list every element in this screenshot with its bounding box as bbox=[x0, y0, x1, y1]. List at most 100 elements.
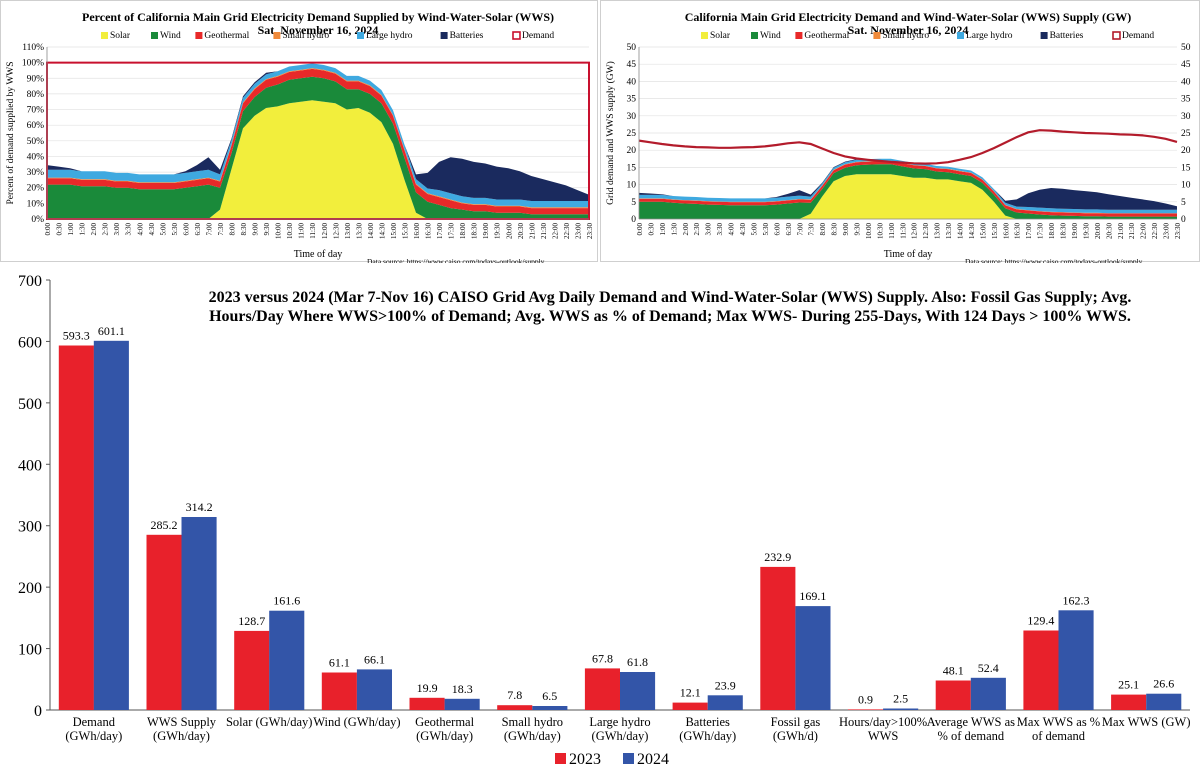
legend-label: Geothermal bbox=[804, 31, 849, 41]
bar-data-label: 12.1 bbox=[680, 686, 701, 700]
bar-data-label: 2.5 bbox=[893, 692, 908, 706]
bar-2024-0 bbox=[93, 340, 129, 710]
x-tick-label: 23:00 bbox=[575, 223, 583, 239]
y-tick-label: 15 bbox=[627, 163, 637, 173]
demand-supply-gw-chart-panel: California Main Grid Electricity Demand … bbox=[600, 0, 1200, 263]
bar-y-tick-label: 500 bbox=[18, 396, 42, 413]
y-tick-label: 5 bbox=[631, 198, 636, 208]
y-tick-label: 20 bbox=[627, 146, 637, 156]
x-tick-label: 14:00 bbox=[367, 223, 375, 239]
bar-data-label: 26.6 bbox=[1153, 677, 1174, 691]
bar-category-label: (GWh/day) bbox=[504, 729, 561, 743]
x-tick-label: 23:30 bbox=[586, 223, 594, 239]
y-tick-label: 60% bbox=[27, 121, 45, 131]
bar-2024-4 bbox=[444, 698, 480, 710]
legend-label: Large hydro bbox=[966, 31, 1013, 41]
area-wind bbox=[639, 164, 1177, 219]
x-tick-label: 12:30 bbox=[922, 223, 930, 239]
x-tick-label: 0:30 bbox=[647, 223, 655, 236]
legend-label: Small hydro bbox=[282, 31, 329, 41]
y-tick-label: 50 bbox=[627, 43, 637, 53]
x-tick-label: 19:00 bbox=[1071, 223, 1079, 239]
x-tick-label: 7:00 bbox=[796, 223, 804, 236]
bar-data-label: 593.3 bbox=[63, 329, 90, 343]
bar-data-label: 25.1 bbox=[1118, 678, 1139, 692]
x-tick-label: 13:00 bbox=[934, 223, 942, 239]
x-tick-label: 20:30 bbox=[1105, 223, 1113, 239]
x-tick-label: 3:00 bbox=[705, 223, 713, 236]
legend-swatch-large-hydro bbox=[357, 32, 364, 39]
legend-swatch-geothermal bbox=[195, 32, 203, 39]
y-tick-label-right: 30 bbox=[1181, 112, 1191, 122]
y-tick-label: 50% bbox=[27, 137, 45, 147]
x-tick-label: 18:00 bbox=[1048, 223, 1056, 239]
bar-data-label: 61.8 bbox=[627, 655, 648, 669]
legend-label: Demand bbox=[1122, 31, 1154, 41]
legend-label: Batteries bbox=[1050, 31, 1084, 41]
x-tick-label: 13:00 bbox=[344, 223, 352, 239]
x-tick-label: 5:00 bbox=[159, 223, 167, 236]
x-tick-label: 3:00 bbox=[113, 223, 121, 236]
x-tick-label: 23:00 bbox=[1163, 223, 1171, 239]
x-tick-label: 20:00 bbox=[1094, 223, 1102, 239]
bar-2024-7 bbox=[707, 695, 743, 710]
bar-data-label: 161.6 bbox=[273, 594, 300, 608]
x-tick-label: 2:00 bbox=[682, 223, 690, 236]
bar-2024-8 bbox=[795, 606, 831, 710]
bar-legend-label: 2024 bbox=[637, 751, 669, 768]
x-tick-label: 6:30 bbox=[785, 223, 793, 236]
x-tick-label: 22:30 bbox=[563, 223, 571, 239]
bar-y-tick-label: 700 bbox=[18, 273, 42, 290]
legend-label: Solar bbox=[110, 31, 131, 41]
bar-category-label: Large hydro bbox=[589, 715, 650, 729]
bar-legend-label: 2023 bbox=[569, 751, 601, 768]
bar-2023-7 bbox=[672, 702, 708, 710]
bar-data-label: 314.2 bbox=[186, 500, 213, 514]
bar-data-label: 52.4 bbox=[978, 661, 999, 675]
legend-label: Small hydro bbox=[882, 31, 929, 41]
x-tick-label: 4:00 bbox=[136, 223, 144, 236]
x-tick-label: 15:30 bbox=[402, 223, 410, 239]
x-tick-label: 17:30 bbox=[448, 223, 456, 239]
bar-category-label: (GWh/day) bbox=[592, 729, 649, 743]
legend-swatch-wind bbox=[151, 32, 158, 39]
legend-swatch-demand bbox=[512, 31, 521, 40]
bar-data-label: 169.1 bbox=[799, 589, 826, 603]
legend-label: Wind bbox=[760, 31, 781, 41]
data-source-note: Data source: https://www.caiso.com/today… bbox=[965, 257, 1143, 263]
bar-category-label: Batteries bbox=[685, 715, 730, 729]
bar-category-label: (GWh/day) bbox=[679, 729, 736, 743]
x-tick-label: 21:00 bbox=[1117, 223, 1125, 239]
bar-2024-10 bbox=[970, 677, 1006, 710]
x-tick-label: 16:30 bbox=[425, 223, 433, 239]
bar-category-label: % of demand bbox=[937, 729, 1004, 743]
area-batteries bbox=[47, 63, 589, 202]
area-solar bbox=[639, 174, 1177, 219]
x-tick-label: 0:00 bbox=[636, 223, 644, 236]
x-tick-label: 21:00 bbox=[528, 223, 536, 239]
x-tick-label: 4:00 bbox=[728, 223, 736, 236]
chart-title: California Main Grid Electricity Demand … bbox=[685, 10, 1132, 24]
y-tick-label-right: 50 bbox=[1181, 43, 1191, 53]
x-tick-label: 2:30 bbox=[102, 223, 110, 236]
x-tick-label: 19:30 bbox=[494, 223, 502, 239]
area-geothermal bbox=[639, 161, 1177, 217]
x-tick-label: 11:00 bbox=[298, 223, 306, 239]
y-tick-label: 80% bbox=[27, 90, 45, 100]
x-tick-label: 18:30 bbox=[1060, 223, 1068, 239]
bar-2024-12 bbox=[1146, 693, 1182, 710]
y-tick-label-right: 35 bbox=[1181, 95, 1191, 105]
bar-category-label: of demand bbox=[1032, 729, 1086, 743]
bar-category-label: (GWh/day) bbox=[153, 729, 210, 743]
bar-category-label: Demand bbox=[73, 715, 116, 729]
y-tick-label: 10% bbox=[27, 199, 45, 209]
y-axis-label: Percent of demand supplied by WWS bbox=[5, 61, 16, 204]
bar-y-tick-label: 300 bbox=[18, 519, 42, 536]
bar-2023-4 bbox=[409, 697, 445, 710]
x-tick-label: 17:00 bbox=[1025, 223, 1033, 239]
y-tick-label-right: 10 bbox=[1181, 181, 1191, 191]
chart-subtitle: Sat. November 16, 2024 bbox=[258, 23, 379, 37]
bar-category-label: (GWh/day) bbox=[65, 729, 122, 743]
legend-swatch-demand bbox=[1112, 31, 1121, 40]
bar-chart-title: Hours/Day Where WWS>100% of Demand; Avg.… bbox=[209, 308, 1131, 325]
